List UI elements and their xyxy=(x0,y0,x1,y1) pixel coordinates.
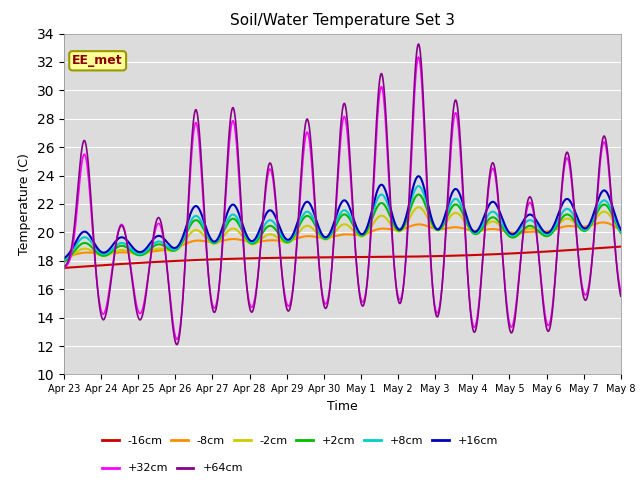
+32cm xyxy=(601,140,609,146)
+8cm xyxy=(331,222,339,228)
Legend: +32cm, +64cm: +32cm, +64cm xyxy=(97,459,247,478)
+2cm xyxy=(415,192,422,197)
-16cm xyxy=(499,251,506,257)
+32cm xyxy=(173,336,180,342)
-2cm xyxy=(88,248,96,254)
Line: +32cm: +32cm xyxy=(64,57,621,339)
-2cm xyxy=(60,258,68,264)
Y-axis label: Temperature (C): Temperature (C) xyxy=(18,153,31,255)
+2cm xyxy=(331,225,339,230)
+32cm xyxy=(331,223,339,228)
+2cm xyxy=(499,225,506,231)
+64cm xyxy=(415,41,422,47)
+64cm xyxy=(617,293,625,299)
+2cm xyxy=(60,259,68,265)
+2cm xyxy=(601,202,609,207)
+8cm xyxy=(601,198,609,204)
-8cm xyxy=(316,235,324,240)
+8cm xyxy=(499,222,506,228)
+8cm xyxy=(601,197,609,203)
Line: +16cm: +16cm xyxy=(64,176,621,258)
+16cm xyxy=(601,188,609,193)
-16cm xyxy=(601,245,609,251)
+32cm xyxy=(602,141,609,147)
-16cm xyxy=(600,245,608,251)
+64cm xyxy=(602,135,609,141)
-16cm xyxy=(316,254,324,260)
+8cm xyxy=(88,241,96,247)
+16cm xyxy=(601,188,609,193)
-2cm xyxy=(601,209,609,215)
-8cm xyxy=(331,233,339,239)
-8cm xyxy=(617,228,625,233)
+2cm xyxy=(617,230,625,236)
+16cm xyxy=(415,173,422,179)
-8cm xyxy=(499,228,506,233)
-16cm xyxy=(617,244,625,250)
X-axis label: Time: Time xyxy=(327,400,358,413)
+16cm xyxy=(617,227,625,232)
+2cm xyxy=(88,245,96,251)
+32cm xyxy=(415,54,422,60)
+16cm xyxy=(499,217,506,223)
Text: EE_met: EE_met xyxy=(72,54,123,67)
+32cm xyxy=(499,258,507,264)
Line: -16cm: -16cm xyxy=(64,247,621,268)
+32cm xyxy=(617,288,625,294)
-8cm xyxy=(601,220,609,226)
-2cm xyxy=(601,209,609,215)
+32cm xyxy=(60,264,68,270)
-2cm xyxy=(617,229,625,235)
+64cm xyxy=(173,342,180,348)
-2cm xyxy=(316,234,324,240)
Line: -8cm: -8cm xyxy=(64,222,621,258)
-16cm xyxy=(60,265,68,271)
+2cm xyxy=(316,231,324,237)
Title: Soil/Water Temperature Set 3: Soil/Water Temperature Set 3 xyxy=(230,13,455,28)
+8cm xyxy=(617,229,625,235)
-8cm xyxy=(60,255,68,261)
+64cm xyxy=(331,216,339,222)
+16cm xyxy=(316,228,324,233)
+16cm xyxy=(60,255,68,261)
-16cm xyxy=(331,254,339,260)
-16cm xyxy=(88,263,96,269)
+8cm xyxy=(316,230,324,236)
+64cm xyxy=(499,259,507,265)
+32cm xyxy=(316,275,324,280)
+64cm xyxy=(316,275,324,281)
+64cm xyxy=(88,218,96,224)
+16cm xyxy=(88,237,96,243)
-8cm xyxy=(88,250,96,256)
+32cm xyxy=(88,225,96,231)
Line: +64cm: +64cm xyxy=(64,44,621,345)
Line: +8cm: +8cm xyxy=(64,186,621,261)
-8cm xyxy=(601,220,609,226)
Line: -2cm: -2cm xyxy=(64,207,621,261)
-2cm xyxy=(415,204,422,210)
-8cm xyxy=(599,219,607,225)
Line: +2cm: +2cm xyxy=(64,194,621,262)
+8cm xyxy=(60,258,68,264)
-2cm xyxy=(499,226,506,232)
+64cm xyxy=(60,264,68,270)
+8cm xyxy=(415,183,422,189)
-2cm xyxy=(331,229,339,235)
+64cm xyxy=(601,134,609,140)
+2cm xyxy=(601,202,609,207)
+16cm xyxy=(331,217,339,223)
